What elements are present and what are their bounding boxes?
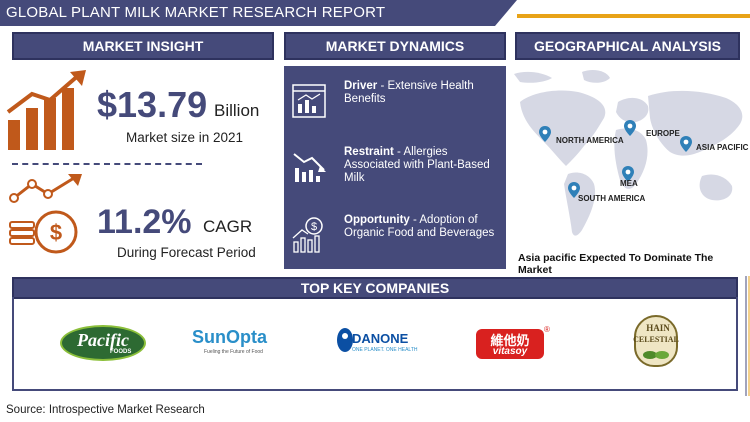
hain-logo-name: HAIN [646,323,670,333]
restraint-text: - Allergies Associated with Plant-Based … [344,146,490,184]
market-size-caption: Market size in 2021 [126,130,244,145]
page-title: GLOBAL PLANT MILK MARKET RESEARCH REPORT [6,4,386,21]
opportunity-label: Opportunity [344,214,410,226]
geographical-analysis-header: GEOGRAPHICAL ANALYSIS [515,32,740,60]
danone-child-icon [337,328,353,352]
driver-label: Driver [344,80,378,92]
market-dynamics-panel: Driver - Extensive Health Benefits Restr… [284,66,506,269]
market-size-unit: Billion [214,101,260,120]
vitasoy-logo: 維他奶 vitasoy ® [476,325,550,363]
world-map-shape [514,70,743,236]
south-america-label: SOUTH AMERICA [578,194,646,203]
source-note: Source: Introspective Market Research [6,404,205,416]
south-america-pin-icon [568,182,580,198]
restraint-label: Restraint [344,146,394,158]
opportunity-text: - Adoption of Organic Food and Beverages [344,214,495,239]
driver-text: - Extensive Health Benefits [344,80,474,105]
growth-dollar-icon: $ [292,217,323,253]
world-map: NORTH AMERICA EUROPE ASIA PACIFIC MEA SO… [512,66,750,246]
svg-text:$: $ [311,221,317,233]
companies-panel: Pacific FOODS SunOpta Fueling the Future… [12,297,738,391]
pacific-logo-name: Pacific [77,330,129,350]
cagr-value: 11.2% [97,203,192,241]
registered-icon: ® [544,325,550,334]
accent-line [517,14,750,18]
sunopta-logo-name: SunOpta [192,327,267,347]
mea-label: MEA [620,179,638,188]
opportunity-item: $ Opportunity - Adoption of Organic Food… [284,206,506,266]
growth-chart-icon [6,70,86,150]
sunopta-logo: SunOpta Fueling the Future of Food [192,327,276,363]
market-insight-header: MARKET INSIGHT [12,32,274,60]
north-america-pin-icon [539,126,551,142]
north-america-label: NORTH AMERICA [556,136,624,145]
hain-logo-sub: CELESTIAL [633,335,679,344]
dominate-statement: Asia pacific Expected To Dominate The Ma… [518,252,714,276]
europe-label: EUROPE [646,129,680,138]
danone-logo-sub: ONE PLANET. ONE HEALTH [352,347,418,353]
top-key-companies-header: TOP KEY COMPANIES [12,277,738,299]
title-bar: GLOBAL PLANT MILK MARKET RESEARCH REPORT [0,0,517,26]
driver-item: Driver - Extensive Health Benefits [284,72,506,132]
svg-text:$: $ [50,220,62,245]
danone-logo-name: DANONE [352,331,409,346]
declining-chart-icon [293,153,326,182]
market-size-value: $13.79 [97,84,208,125]
europe-pin-icon [624,120,636,136]
hain-celestial-logo: HAIN CELESTIAL [628,315,684,371]
asia-pacific-label: ASIA PACIFIC [696,143,749,152]
restraint-item: Restraint - Allergies Associated with Pl… [284,138,506,198]
cagr-caption: During Forecast Period [117,245,256,260]
right-accent-lines [745,276,750,396]
vitasoy-logo-sub: vitasoy [492,346,528,357]
divider [12,163,202,165]
chart-report-icon [292,84,326,118]
cagr-coins-icon: $ [9,174,82,254]
vitasoy-logo-name: 維他奶 [490,333,530,348]
market-dynamics-header: MARKET DYNAMICS [284,32,506,60]
pacific-foods-logo: Pacific FOODS [60,325,146,361]
asia-pacific-pin-icon [680,136,692,152]
mea-pin-icon [622,166,634,182]
pacific-logo-sub: FOODS [110,349,132,355]
cagr-unit: CAGR [203,217,253,236]
sunopta-logo-sub: Fueling the Future of Food [204,349,263,355]
leaves-icon [643,351,669,359]
danone-logo: DANONE ONE PLANET. ONE HEALTH [336,325,418,363]
